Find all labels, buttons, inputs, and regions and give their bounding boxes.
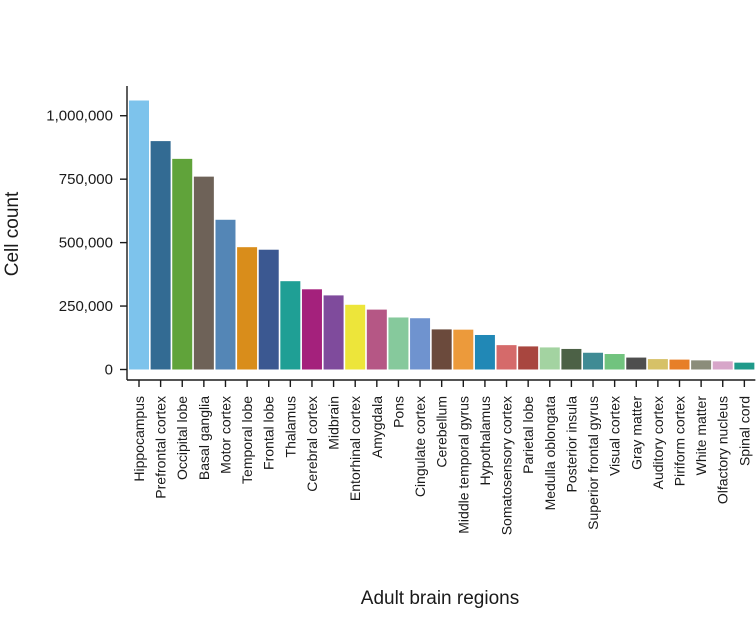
x-axis-title: Adult brain regions xyxy=(361,588,519,609)
x-tick-label: Middle temporal gyrus xyxy=(455,396,471,534)
bar-midbrain xyxy=(323,295,344,370)
y-tick-label: 500,000 xyxy=(59,235,113,252)
x-tick-label: Midbrain xyxy=(326,396,342,450)
x-tick-label: Hypothalamus xyxy=(477,396,493,486)
x-tick-label: Medulla oblongata xyxy=(542,396,558,511)
bar-entorhinal-cortex xyxy=(345,304,366,370)
x-tick-label: Cerebellum xyxy=(434,396,450,468)
bar-prefrontal-cortex xyxy=(150,141,171,370)
x-tick-label: Gray matter xyxy=(628,396,644,470)
bar-posterior-insula xyxy=(561,348,582,370)
x-tick-label: Piriform cortex xyxy=(672,396,688,486)
bar-cerebellum xyxy=(431,329,452,370)
bar-visual-cortex xyxy=(604,354,625,370)
bar-thalamus xyxy=(280,281,301,370)
x-tick-label: Pons xyxy=(390,396,406,428)
bar-parietal-lobe xyxy=(518,346,539,370)
bar-auditory-cortex xyxy=(647,359,668,370)
bar-piriform-cortex xyxy=(669,359,690,370)
x-tick-label: Cingulate cortex xyxy=(412,396,428,497)
bar-temporal-lobe xyxy=(237,247,258,370)
bar-cingulate-cortex xyxy=(410,318,431,370)
x-tick-label: Motor cortex xyxy=(217,396,233,474)
x-tick-label: Basal ganglia xyxy=(196,396,212,480)
bar-motor-cortex xyxy=(215,219,236,370)
x-tick-labels-group: Hippocampus Prefrontal cortex Occipital lo… xyxy=(131,396,752,536)
x-tick-label: Parietal lobe xyxy=(520,396,536,474)
bar-middle-temporal-gyrus xyxy=(453,329,474,370)
x-tick-label: Frontal lobe xyxy=(261,396,277,470)
x-tick-label: Olfactory nucleus xyxy=(715,396,731,504)
y-ticks-group: 0 250,000 500,000 750,000 1,000,000 xyxy=(46,108,127,379)
y-axis-title: Cell count xyxy=(2,191,23,276)
x-ticks-group xyxy=(138,380,746,387)
x-tick-label: Prefrontal cortex xyxy=(153,396,169,499)
bar-basal-ganglia xyxy=(193,176,214,370)
bar-white-matter xyxy=(691,360,712,370)
bar-pons xyxy=(388,317,409,370)
x-tick-label: Entorhinal cortex xyxy=(347,396,363,501)
x-tick-label: Thalamus xyxy=(282,396,298,457)
y-tick-label: 250,000 xyxy=(59,298,113,315)
bar-spinal-cord xyxy=(734,362,755,370)
x-tick-label: Superior frontal gyrus xyxy=(585,396,601,530)
bar-olfactory-nucleus xyxy=(712,361,733,370)
x-tick-label: Somatosensory cortex xyxy=(499,396,515,535)
bar-somatosensory-cortex xyxy=(496,345,517,370)
bar-hypothalamus xyxy=(474,334,495,370)
x-tick-label: Cerebral cortex xyxy=(304,396,320,492)
bar-amygdala xyxy=(366,309,387,370)
bar-cerebral-cortex xyxy=(301,289,322,370)
x-tick-label: White matter xyxy=(693,396,709,476)
y-tick-label: 1,000,000 xyxy=(46,108,113,125)
x-tick-label: Occipital lobe xyxy=(174,396,190,480)
x-tick-label: Posterior insula xyxy=(563,396,579,493)
x-tick-label: Visual cortex xyxy=(607,396,623,476)
bar-hippocampus xyxy=(129,100,149,370)
bar-gray-matter xyxy=(626,357,647,370)
bar-medulla-oblongata xyxy=(539,347,560,370)
y-tick-label: 0 xyxy=(105,362,113,379)
x-tick-label: Spinal cord xyxy=(736,396,752,466)
bars-group xyxy=(129,100,755,370)
bar-occipital-lobe xyxy=(172,158,193,370)
y-tick-label: 750,000 xyxy=(59,171,113,188)
x-tick-label: Auditory cortex xyxy=(650,396,666,489)
bar-superior-frontal-gyrus xyxy=(583,352,604,370)
x-tick-label: Hippocampus xyxy=(131,396,147,482)
x-tick-label: Temporal lobe xyxy=(239,396,255,484)
x-tick-label: Amygdala xyxy=(369,396,385,458)
bar-frontal-lobe xyxy=(258,249,279,370)
